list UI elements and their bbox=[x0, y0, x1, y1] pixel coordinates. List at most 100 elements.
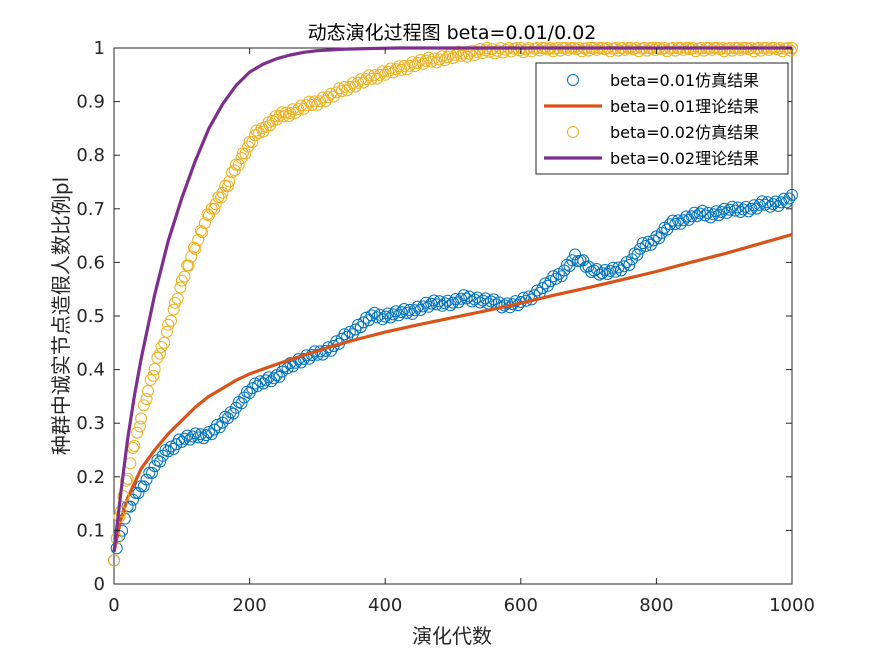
data-point bbox=[539, 277, 552, 290]
data-point bbox=[373, 68, 386, 81]
data-point bbox=[223, 175, 236, 188]
data-point bbox=[640, 44, 653, 57]
data-point bbox=[306, 99, 318, 111]
x-tick-label: 0 bbox=[108, 595, 119, 616]
data-point bbox=[297, 352, 310, 365]
data-point bbox=[239, 147, 252, 160]
data-point bbox=[715, 206, 728, 218]
data-point bbox=[215, 191, 228, 204]
data-point bbox=[338, 328, 351, 341]
data-point bbox=[631, 248, 644, 261]
data-point bbox=[409, 304, 421, 317]
data-point bbox=[188, 241, 200, 254]
legend-label: beta=0.02理论结果 bbox=[610, 149, 759, 168]
data-point bbox=[259, 374, 272, 387]
x-axis-ticks: 0 200 400 600 800 1000 bbox=[108, 48, 815, 616]
data-point bbox=[235, 152, 248, 164]
data-point bbox=[162, 318, 175, 331]
data-point bbox=[227, 407, 240, 420]
data-point bbox=[246, 136, 259, 149]
data-point bbox=[175, 274, 188, 287]
data-point bbox=[786, 188, 798, 201]
chart-title: 动态演化过程图 beta=0.01/0.02 bbox=[308, 22, 597, 44]
data-point bbox=[425, 55, 438, 68]
data-point bbox=[169, 296, 181, 309]
data-point bbox=[729, 204, 741, 217]
data-point bbox=[198, 217, 211, 230]
y-tick-label: 0.8 bbox=[76, 145, 105, 166]
y-axis-label: 种群中诚实节点造假人数比例pl bbox=[49, 177, 73, 455]
data-point bbox=[221, 180, 234, 193]
data-point bbox=[135, 412, 148, 425]
data-point bbox=[314, 95, 327, 108]
data-point bbox=[784, 44, 797, 57]
data-point bbox=[141, 385, 154, 397]
data-point bbox=[707, 208, 720, 221]
data-point bbox=[455, 49, 468, 62]
data-point bbox=[196, 226, 209, 239]
data-point bbox=[146, 466, 158, 479]
legend-entry: beta=0.02仿真结果 bbox=[567, 123, 759, 142]
data-point bbox=[775, 196, 788, 209]
data-point bbox=[400, 307, 413, 319]
data-point bbox=[623, 259, 636, 271]
x-tick-label: 600 bbox=[504, 595, 538, 616]
legend-label: beta=0.01理论结果 bbox=[610, 97, 759, 116]
data-point bbox=[128, 439, 141, 452]
x-axis-label: 演化代数 bbox=[412, 624, 492, 648]
data-point bbox=[547, 270, 560, 283]
x-tick-label: 200 bbox=[232, 595, 266, 616]
data-point bbox=[182, 259, 195, 272]
data-point bbox=[192, 431, 205, 444]
data-point bbox=[430, 298, 443, 311]
y-tick-label: 0.9 bbox=[76, 92, 105, 113]
data-point bbox=[137, 399, 150, 412]
data-point bbox=[455, 292, 468, 305]
legend-marker-swatch bbox=[567, 126, 579, 138]
data-point bbox=[140, 393, 153, 405]
data-point bbox=[555, 270, 568, 283]
data-point bbox=[457, 289, 470, 302]
data-point bbox=[171, 292, 184, 305]
data-point bbox=[160, 325, 173, 338]
data-point bbox=[745, 202, 758, 215]
legend-entry: beta=0.01仿真结果 bbox=[567, 71, 759, 90]
data-point bbox=[277, 110, 290, 123]
legend-marker-swatch bbox=[567, 74, 579, 86]
series-1 bbox=[112, 232, 793, 553]
data-point bbox=[131, 426, 144, 439]
data-point bbox=[447, 296, 459, 309]
data-point bbox=[411, 57, 424, 69]
y-tick-label: 0.3 bbox=[76, 413, 105, 434]
data-point bbox=[249, 377, 261, 390]
data-point bbox=[615, 264, 628, 277]
y-axis-ticks: 0 0.1 0.2 0.3 0.4 0.5 0.6 0.7 0.8 0.9 1 bbox=[76, 38, 792, 595]
data-point bbox=[379, 310, 392, 323]
data-point bbox=[165, 314, 177, 327]
data-point bbox=[343, 80, 356, 93]
series-2 bbox=[108, 42, 798, 567]
data-point bbox=[211, 418, 224, 431]
y-tick-label: 0 bbox=[94, 574, 105, 595]
data-point bbox=[137, 480, 150, 493]
data-point bbox=[235, 397, 248, 410]
y-tick-label: 0.4 bbox=[76, 360, 105, 381]
data-point bbox=[352, 318, 365, 331]
data-point bbox=[174, 281, 187, 294]
data-point bbox=[441, 51, 454, 64]
data-point bbox=[737, 203, 750, 216]
data-point bbox=[647, 234, 660, 247]
data-point bbox=[151, 351, 164, 364]
data-point bbox=[202, 426, 215, 438]
data-point bbox=[417, 300, 430, 313]
data-point bbox=[352, 76, 365, 89]
data-point bbox=[677, 214, 690, 227]
data-point bbox=[120, 474, 133, 487]
data-point bbox=[783, 192, 796, 205]
legend: beta=0.01仿真结果 beta=0.01理论结果 beta=0.02仿真结果 b… bbox=[535, 62, 789, 175]
data-point bbox=[154, 347, 167, 360]
data-point bbox=[483, 45, 496, 58]
data-point bbox=[208, 202, 221, 215]
y-tick-label: 0.2 bbox=[76, 467, 105, 488]
